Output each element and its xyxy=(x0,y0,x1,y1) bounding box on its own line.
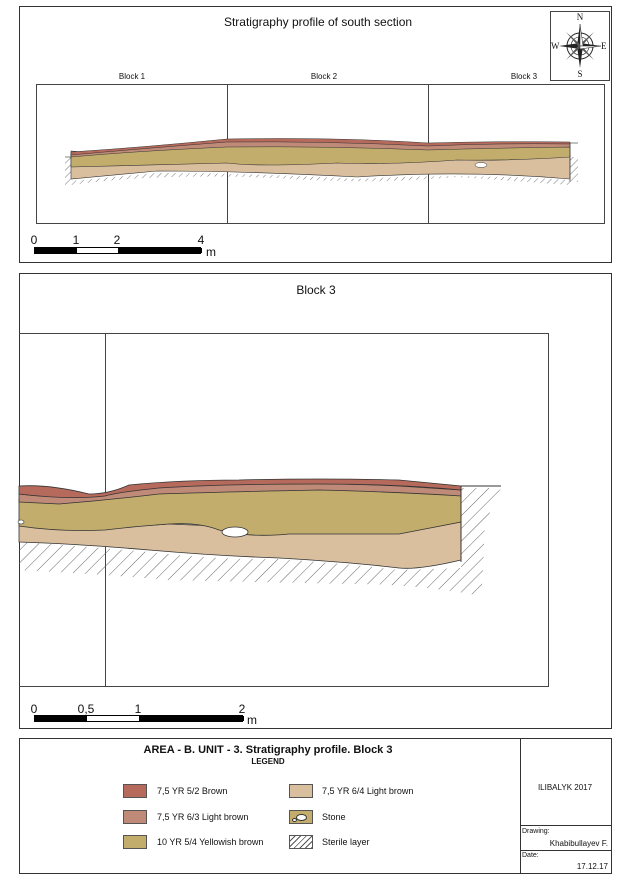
detail-scale-tick-05: 0,5 xyxy=(77,702,95,716)
legend-label-light-brown-63: 7,5 YR 6/3 Light brown xyxy=(157,812,249,822)
detail-sterile-layer xyxy=(19,488,501,596)
overview-scale-unit: m xyxy=(206,245,216,259)
compass-rose: N S W E xyxy=(550,11,610,81)
compass-icon xyxy=(559,23,602,68)
legend-label-yellowish-brown: 10 YR 5/4 Yellowish brown xyxy=(157,837,264,847)
block-1-label: Block 1 xyxy=(118,72,146,81)
legend-label-light-brown-64: 7,5 YR 6/4 Light brown xyxy=(322,786,414,796)
overview-sterile-layer xyxy=(65,157,578,185)
overview-scale-tick-1: 1 xyxy=(72,233,80,247)
detail-scale-tick-2: 2 xyxy=(238,702,246,716)
overview-scale-tick-2: 2 xyxy=(113,233,121,247)
date-value: 17.12.17 xyxy=(576,862,608,871)
compass-e-label: E xyxy=(601,41,607,51)
detail-profile xyxy=(17,478,501,596)
legend-label-brown: 7,5 YR 5/2 Brown xyxy=(157,786,228,796)
drawing-value: Khabibullayev F. xyxy=(549,839,608,848)
detail-scale-tick-0: 0 xyxy=(30,702,38,716)
detail-frame xyxy=(17,333,549,687)
legend-swatch-stone xyxy=(289,810,313,824)
legend-swatch-brown xyxy=(123,784,147,798)
overview-frame xyxy=(36,84,605,224)
detail-stone-2 xyxy=(17,519,25,525)
compass-n-label: N xyxy=(576,12,584,22)
legend-title: AREA - B. UNIT - 3. Stratigraphy profile… xyxy=(143,744,393,756)
legend-section: AREA - B. UNIT - 3. Stratigraphy profile… xyxy=(20,739,521,873)
compass-w-label: W xyxy=(551,41,560,51)
detail-panel: Block 3 xyxy=(17,273,612,729)
overview-profile xyxy=(65,138,578,185)
overview-panel: Stratigraphy profile of south section N … xyxy=(19,6,612,263)
site-label: ILIBALYK 2017 xyxy=(537,783,593,792)
date-label: Date: xyxy=(522,852,539,859)
drawing-label: Drawing: xyxy=(522,828,550,835)
title-block: AREA - B. UNIT - 3. Stratigraphy profile… xyxy=(19,738,612,874)
overview-scale-tick-4: 4 xyxy=(197,233,205,247)
detail-stone-1 xyxy=(221,526,249,538)
legend-swatch-light-brown-63 xyxy=(123,810,147,824)
legend-swatch-yellowish-brown xyxy=(123,835,147,849)
detail-title: Block 3 xyxy=(296,283,336,297)
detail-scale-tick-1: 1 xyxy=(134,702,142,716)
legend-label-stone: Stone xyxy=(322,812,346,822)
overview-title: Stratigraphy profile of south section xyxy=(223,15,413,29)
legend-label-sterile: Sterile layer xyxy=(322,837,370,847)
legend-swatch-light-brown-64 xyxy=(289,784,313,798)
legend-subtitle: LEGEND xyxy=(251,757,285,766)
overview-stone xyxy=(474,162,488,168)
info-section: ILIBALYK 2017 Drawing: Khabibullayev F. … xyxy=(520,739,611,873)
detail-scale-unit: m xyxy=(247,713,257,727)
block-2-label: Block 2 xyxy=(310,72,338,81)
overview-scale-bar xyxy=(34,247,202,254)
compass-s-label: S xyxy=(577,69,583,79)
legend-swatch-sterile xyxy=(289,835,313,849)
detail-scale-bar xyxy=(34,715,244,722)
overview-scale-tick-0: 0 xyxy=(30,233,38,247)
block-3-label: Block 3 xyxy=(510,72,538,81)
